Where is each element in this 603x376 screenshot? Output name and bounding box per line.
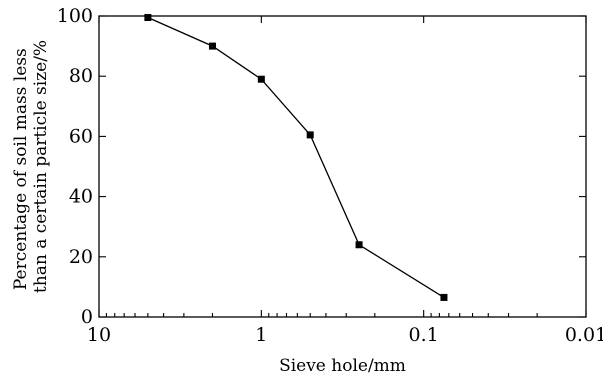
x-tick-label: 1 xyxy=(255,324,267,346)
y-axis-title: Percentage of soil mass less than a cert… xyxy=(11,40,51,293)
ticks xyxy=(98,15,587,318)
series xyxy=(144,14,448,301)
data-point xyxy=(208,42,216,50)
y-tick-label: 20 xyxy=(69,246,93,268)
plot-frame xyxy=(98,15,587,318)
data-point xyxy=(355,241,363,249)
x-tick-label: 10 xyxy=(87,324,111,346)
y-tick-label: 60 xyxy=(69,125,93,147)
x-tick-label: 0.01 xyxy=(565,324,603,346)
data-point xyxy=(440,293,448,301)
x-tick-label: 0.1 xyxy=(409,324,439,346)
y-axis-title-line-2: than a certain particle size/% xyxy=(31,40,51,293)
y-axis-title-line-1: Percentage of soil mass less xyxy=(11,48,31,290)
y-tick-label: 80 xyxy=(69,65,93,87)
x-axis-title: Sieve hole/mm xyxy=(279,356,406,376)
tick-labels: 0 20 40 60 80 100 10 1 0.1 0.01 xyxy=(57,5,603,346)
data-point xyxy=(257,75,265,83)
data-point xyxy=(144,14,152,22)
data-point xyxy=(306,131,314,139)
y-tick-label: 0 xyxy=(81,306,93,328)
axes xyxy=(98,15,587,318)
y-tick-label: 100 xyxy=(57,5,93,27)
series-line xyxy=(147,16,445,298)
y-tick-label: 40 xyxy=(69,186,93,208)
